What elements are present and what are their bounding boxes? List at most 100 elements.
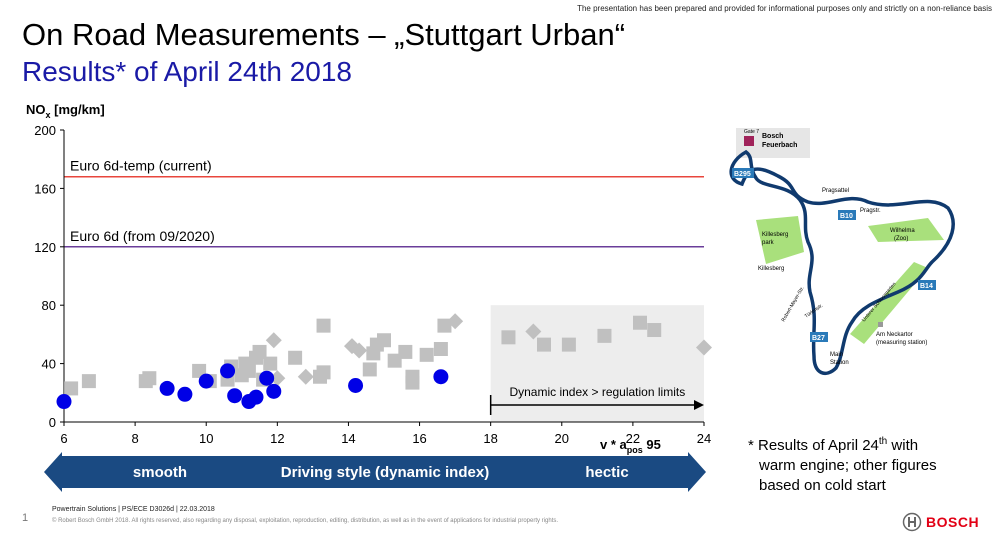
- data-point-circle: [433, 369, 449, 385]
- data-point-square: [64, 381, 79, 396]
- data-point-square: [633, 315, 647, 330]
- data-point-diamond: [447, 313, 464, 330]
- road-badge-b295: [732, 168, 754, 178]
- bosch-armature-icon: [902, 512, 922, 532]
- data-point-circle: [177, 386, 193, 402]
- ref-line-label-1: Euro 6d (from 09/2020): [70, 228, 215, 244]
- x-tick-label: 14: [341, 431, 355, 446]
- x-tick-label: 12: [270, 431, 284, 446]
- page-title: On Road Measurements – „Stuttgart Urban“: [22, 17, 626, 52]
- place-am-neckartor: Am Neckartor: [876, 332, 913, 338]
- data-point-diamond: [265, 332, 282, 349]
- nox-scatter-chart: Euro 6d-temp (current) Euro 6d (from 09/2…: [26, 102, 712, 492]
- data-point-circle: [227, 388, 243, 404]
- place-station: Station: [830, 360, 849, 366]
- road-b27-label: B27: [812, 335, 825, 342]
- killesberg-park: [756, 216, 804, 264]
- road-badge-b14: [918, 280, 936, 290]
- data-point-diamond: [525, 323, 542, 340]
- x-tick-label: 18: [483, 431, 497, 446]
- data-point-square: [437, 318, 452, 333]
- data-point-circle: [198, 373, 214, 389]
- arrow-label-hectic: hectic: [585, 464, 628, 481]
- road-b295-label: B295: [734, 171, 751, 178]
- schlossgarten-park: [850, 262, 928, 344]
- data-point-square: [387, 353, 402, 368]
- x-tick-label: 24: [697, 431, 711, 446]
- data-point-circle: [348, 378, 364, 393]
- data-point-square: [362, 362, 377, 377]
- results-note: * Results of April 24th with warm engine…: [748, 432, 988, 496]
- dynamic-region: [490, 305, 704, 422]
- map-bosch-label-2: Feuerbach: [762, 142, 797, 149]
- data-point-square: [81, 374, 96, 389]
- footer-copyright: © Robert Bosch GmbH 2018. All rights res…: [52, 518, 559, 524]
- data-point-square: [647, 323, 662, 338]
- data-point-diamond: [696, 339, 712, 356]
- data-point-circle: [220, 363, 236, 379]
- place-pragsattel: Pragsattel: [822, 188, 849, 194]
- road-b14-label: B14: [920, 283, 933, 290]
- data-point-square: [597, 328, 612, 343]
- route-map: Gate 7 Bosch Feuerbach B295 B10 B14 B27 …: [729, 128, 955, 376]
- place-main: Main: [830, 352, 843, 358]
- data-point-square: [419, 347, 434, 362]
- map-bosch-label-1: Bosch: [762, 133, 783, 140]
- place-wilhelma: Wilhelma: [890, 228, 915, 234]
- y-tick-label: 120: [34, 240, 56, 255]
- data-point-circle: [259, 370, 275, 386]
- note-line-3: based on cold start: [759, 477, 886, 494]
- data-point-square: [142, 371, 157, 386]
- data-point-circle: [248, 389, 264, 405]
- x-tick-label: 22: [626, 431, 640, 446]
- data-point-diamond: [351, 342, 368, 359]
- y-tick-label: 80: [42, 298, 56, 313]
- data-point-square: [252, 344, 267, 359]
- measuring-station-marker: [878, 322, 883, 327]
- data-point-circle: [266, 383, 282, 399]
- y-axis-label: NOx [mg/km]: [26, 102, 105, 120]
- data-point-circle: [159, 380, 175, 396]
- note-line-1b: with: [887, 437, 919, 454]
- place-robert-mayer-str: Robert-Mayer-Str.: [781, 286, 806, 323]
- wilhelma-park: [868, 218, 944, 242]
- data-point-square: [192, 363, 207, 378]
- x-tick-label: 16: [412, 431, 426, 446]
- data-point-square: [288, 350, 303, 365]
- data-point-square: [316, 365, 331, 380]
- note-line-1: * Results of April 24: [748, 437, 879, 454]
- x-tick-label: 8: [131, 431, 138, 446]
- place-zoo: (Zoo): [894, 236, 908, 242]
- note-superscript: th: [878, 436, 888, 447]
- data-point-square: [405, 375, 420, 390]
- x-tick-label: 10: [199, 431, 213, 446]
- data-point-square: [398, 344, 413, 359]
- ref-line-label-0: Euro 6d-temp (current): [70, 158, 212, 174]
- x-axis-label: v * apos 95: [600, 437, 661, 455]
- footer-info: Powertrain Solutions | PS/ECE D3026d | 2…: [52, 506, 215, 513]
- y-tick-label: 40: [42, 357, 56, 372]
- road-b10-label: B10: [840, 213, 853, 220]
- dynamic-arrow-head: [694, 400, 704, 410]
- data-point-square: [263, 356, 278, 371]
- data-point-square: [316, 318, 331, 333]
- gate-marker: [744, 136, 754, 146]
- route-line: [729, 149, 955, 376]
- arrow-label-center: Driving style (dynamic index): [281, 464, 489, 481]
- dynamic-region-label: Dynamic index > regulation limits: [509, 385, 685, 399]
- road-badge-b10: [838, 210, 856, 220]
- place-killesberg-park-1: Killesberg: [762, 232, 788, 238]
- y-tick-label: 0: [49, 415, 56, 430]
- map-gate-label: Gate 7: [744, 129, 759, 135]
- data-point-square: [537, 337, 551, 352]
- data-point-square: [561, 337, 576, 352]
- data-point-square: [377, 333, 391, 348]
- page-number: 1: [22, 512, 29, 524]
- x-tick-label: 6: [60, 431, 67, 446]
- y-tick-label: 200: [34, 123, 56, 138]
- data-point-circle: [56, 394, 72, 410]
- place-measuring-station: (measuring station): [876, 340, 927, 346]
- data-point-square: [501, 330, 516, 345]
- data-point-square: [241, 363, 256, 378]
- data-point-square: [433, 342, 448, 356]
